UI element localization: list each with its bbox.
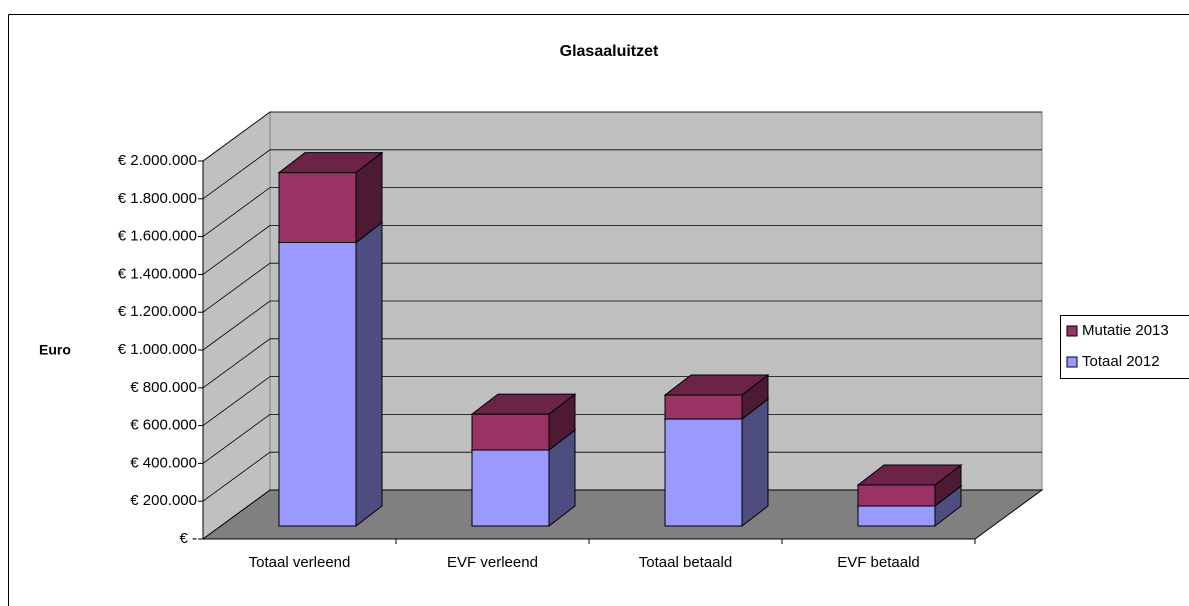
- y-tick-label: € 1.200.000: [118, 303, 197, 320]
- bar: [664, 418, 743, 527]
- legend-swatch: [1066, 356, 1078, 368]
- bar: [278, 242, 357, 527]
- y-tick-label: € 600.000: [130, 417, 197, 434]
- grid-line: [202, 149, 1042, 200]
- bar-top: [663, 374, 770, 396]
- bar-top: [277, 152, 384, 174]
- bar-side: [741, 398, 769, 528]
- y-tick-label: € -: [179, 530, 197, 547]
- x-tick-label: Totaal betaald: [639, 554, 732, 571]
- y-tick-label: € 400.000: [130, 454, 197, 471]
- legend-label: Mutatie 2013: [1082, 322, 1169, 339]
- y-tick-label: € 2.000.000: [118, 152, 197, 169]
- y-tick-label: € 1.400.000: [118, 265, 197, 282]
- bar: [857, 484, 936, 507]
- bar: [664, 394, 743, 420]
- legend-swatch: [1066, 325, 1078, 337]
- y-tick-label: € 1.600.000: [118, 228, 197, 245]
- legend-box: [1060, 315, 1189, 379]
- bar-segment: [277, 221, 384, 528]
- grid-line: [202, 111, 1042, 162]
- y-tick-label: € 1.800.000: [118, 190, 197, 207]
- bar-top: [856, 464, 963, 486]
- bar-side: [355, 221, 383, 528]
- y-tick-label: € 1.000.000: [118, 341, 197, 358]
- grid-line: [202, 413, 1042, 464]
- x-tick-label: EVF betaald: [837, 554, 920, 571]
- y-tick-label: € 800.000: [130, 379, 197, 396]
- bar-segment: [663, 398, 770, 528]
- bar: [278, 172, 357, 244]
- y-axis-label: Euro: [39, 342, 71, 358]
- bar-top: [470, 393, 577, 415]
- grid-line: [202, 338, 1042, 389]
- y-tick-label: € 200.000: [130, 492, 197, 509]
- bar: [857, 505, 936, 527]
- grid-line: [202, 187, 1042, 237]
- grid-line: [202, 376, 1042, 426]
- x-tick-label: EVF verleend: [447, 554, 538, 571]
- bar-segment: [856, 463, 963, 507]
- bar-segment: [663, 374, 770, 421]
- grid-line: [202, 262, 1042, 313]
- grid-line: [202, 300, 1042, 351]
- legend-label: Totaal 2012: [1082, 353, 1160, 370]
- bar: [471, 449, 550, 527]
- x-tick-label: Totaal verleend: [249, 554, 351, 571]
- bar: [471, 413, 550, 451]
- bar-segment: [277, 151, 384, 244]
- grid-line: [202, 451, 1042, 502]
- chart-title: Glasaaluitzet: [560, 43, 659, 60]
- grid-line: [202, 224, 1042, 275]
- bar-segment: [470, 393, 577, 452]
